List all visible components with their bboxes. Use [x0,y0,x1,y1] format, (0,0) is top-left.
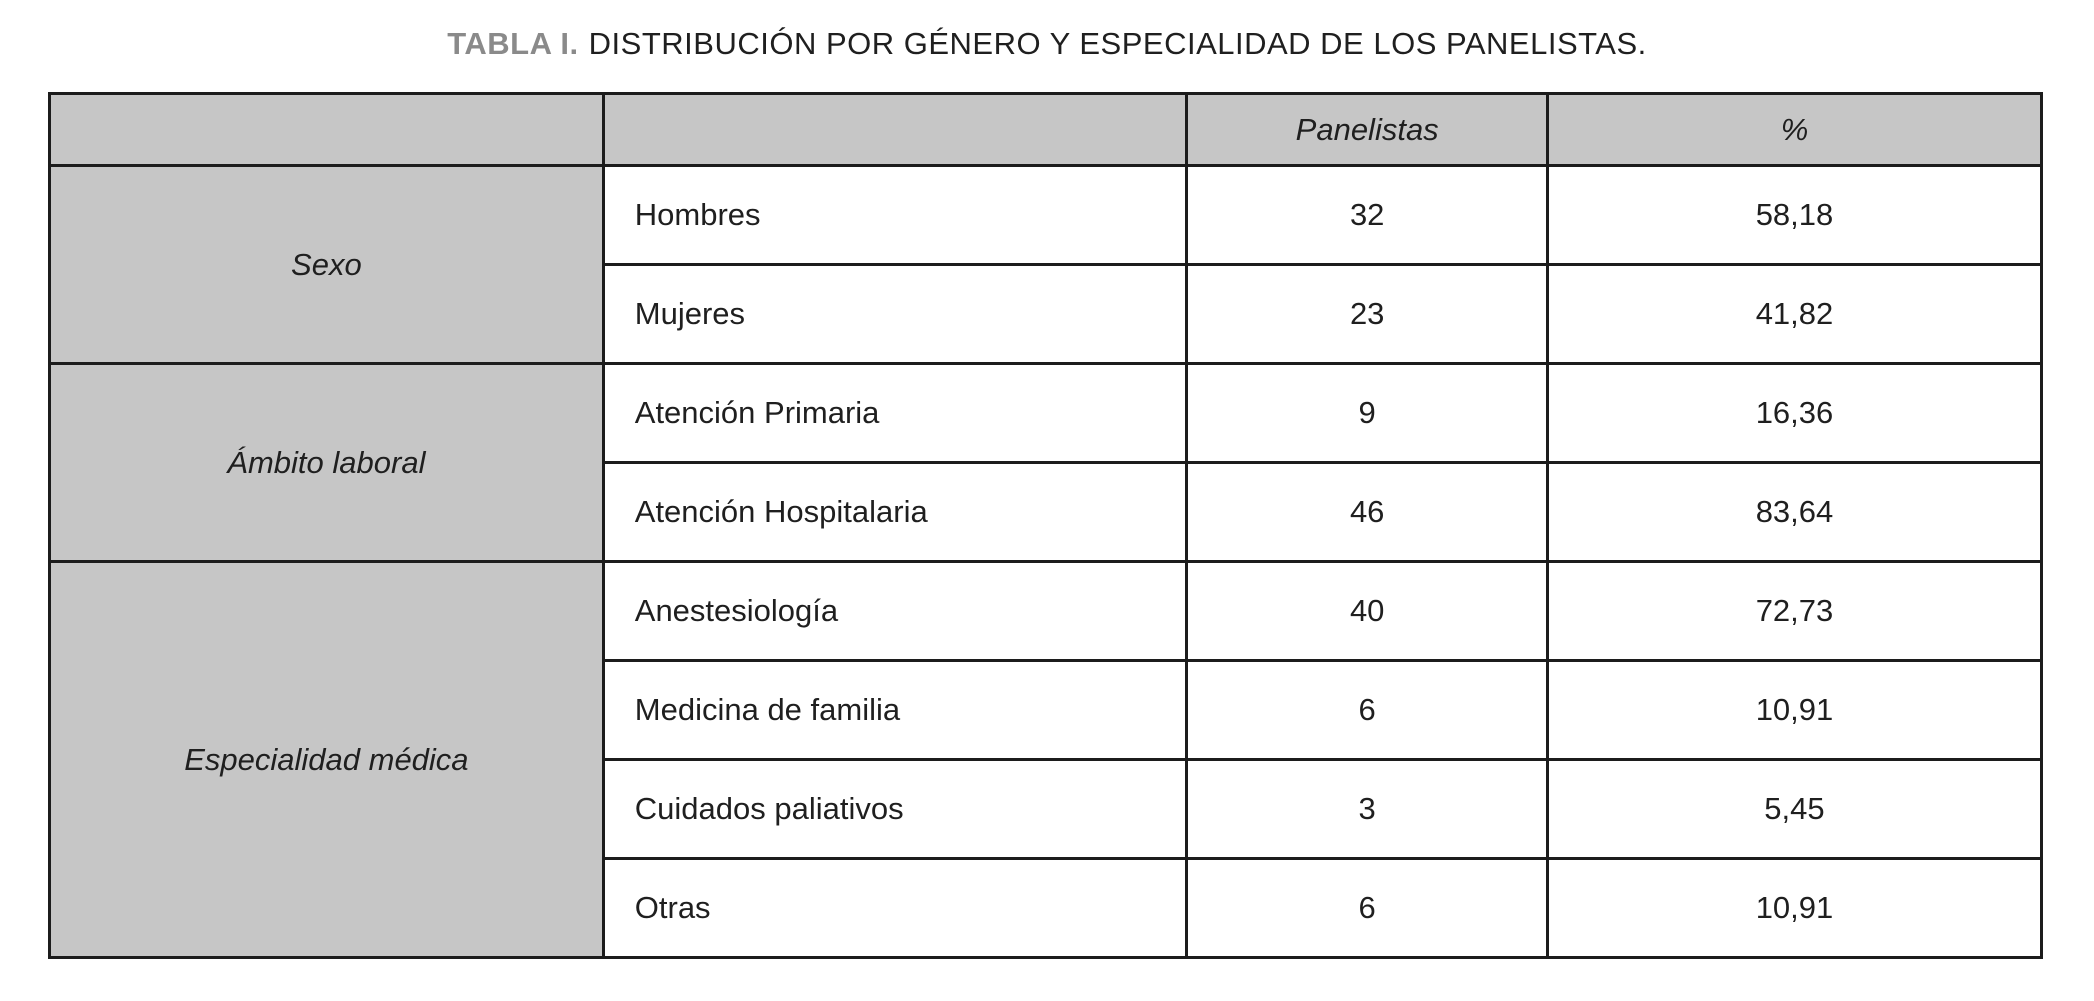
cell-category: Medicina de familia [601,659,1189,761]
cell-category: Hombres [601,164,1189,266]
cell-category: Otras [601,857,1189,959]
cell-percent: 5,45 [1545,758,2044,860]
cell-category: Mujeres [601,263,1189,365]
cell-panelistas: 46 [1185,461,1549,563]
cell-percent: 10,91 [1545,857,2044,959]
cell-panelistas: 9 [1185,362,1549,464]
cell-panelistas: 6 [1185,857,1549,959]
group-label-ambito-laboral: Ámbito laboral [48,362,605,563]
cell-category: Atención Primaria [601,362,1189,464]
cell-panelistas: 40 [1185,560,1549,662]
cell-panelistas: 6 [1185,659,1549,761]
table-title-label: TABLA I. [447,26,579,61]
header-cell-category [601,92,1189,167]
cell-category: Anestesiología [601,560,1189,662]
group-label-sexo: Sexo [48,164,605,365]
cell-panelistas: 3 [1185,758,1549,860]
header-row: Panelistas % [48,92,2044,167]
cell-percent: 16,36 [1545,362,2044,464]
table-row: Especialidad médica Anestesiología 40 72… [48,560,2044,959]
table-title-text: DISTRIBUCIÓN POR GÉNERO Y ESPECIALIDAD D… [588,26,1647,61]
table-row: Otras 6 10,91 [50,857,2044,959]
cell-category: Cuidados paliativos [601,758,1189,860]
cell-percent: 72,73 [1545,560,2044,662]
table-title: TABLA I. DISTRIBUCIÓN POR GÉNERO Y ESPECI… [0,26,2094,62]
cell-panelistas: 32 [1185,164,1549,266]
header-cell-group [48,92,605,167]
group-label-especialidad-medica: Especialidad médica [48,560,605,959]
header-cell-percent: % [1545,92,2044,167]
cell-percent: 58,18 [1545,164,2044,266]
table-row: Cuidados paliativos 3 5,45 [50,758,2044,860]
table-row: Ámbito laboral Atención Primaria 9 16,36 [48,362,2044,563]
table-row: Mujeres 23 41,82 [50,263,2044,365]
header-cell-panelistas: Panelistas [1185,92,1549,167]
cell-percent: 10,91 [1545,659,2044,761]
panelists-table: Panelistas % Sexo Hombres 32 58,18 Mujer… [48,92,2044,959]
cell-panelistas: 23 [1185,263,1549,365]
table-row: Atención Hospitalaria 46 83,64 [50,461,2044,563]
table-row: Medicina de familia 6 10,91 [50,659,2044,761]
cell-percent: 41,82 [1545,263,2044,365]
cell-category: Atención Hospitalaria [601,461,1189,563]
cell-percent: 83,64 [1545,461,2044,563]
table-row: Sexo Hombres 32 58,18 [48,164,2044,365]
